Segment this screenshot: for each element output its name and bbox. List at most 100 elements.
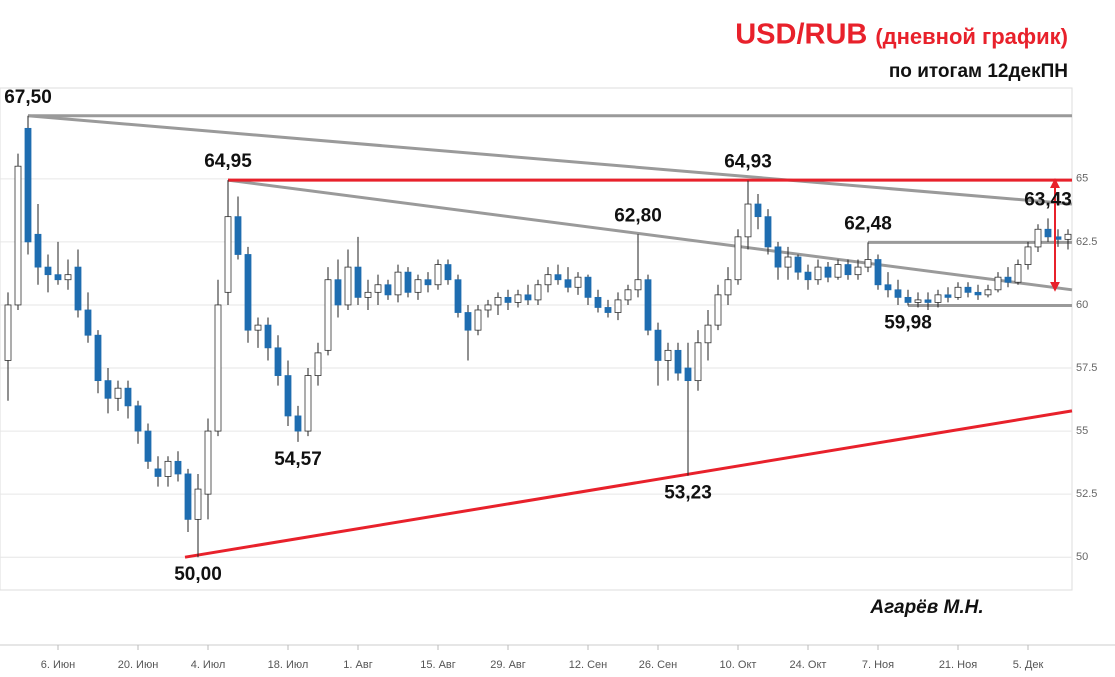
candle-body (104, 380, 112, 399)
candle-body (594, 296, 602, 308)
candle-body (14, 165, 22, 306)
candle-body (634, 279, 642, 291)
candle-body (34, 233, 42, 268)
y-tick-label: 62.5 (1076, 236, 1097, 248)
y-tick-label: 65 (1076, 173, 1088, 185)
candle-body (674, 349, 682, 374)
candle-body (484, 304, 492, 311)
candle-body (134, 405, 142, 432)
x-tick-label: 24. Окт (790, 659, 827, 671)
plot-area (0, 87, 1073, 591)
candle-body (664, 349, 672, 361)
y-tick-label: 60 (1076, 299, 1088, 311)
candle-body (84, 309, 92, 336)
candle-body (504, 296, 512, 303)
candle-body (1034, 228, 1042, 248)
x-tick-label: 1. Авг (343, 659, 372, 671)
x-tick-label: 10. Окт (720, 659, 757, 671)
candle-body (1044, 228, 1052, 238)
candle-body (544, 274, 552, 286)
candle-body (154, 468, 162, 477)
x-tick-label: 4. Июл (191, 659, 226, 671)
candle-body (354, 266, 362, 298)
candle-body (534, 284, 542, 301)
candle-body (54, 274, 62, 281)
chart-title-note: (дневной график) (875, 24, 1068, 49)
price-annotation: 67,50 (4, 87, 52, 108)
x-tick-label: 21. Ноя (939, 659, 977, 671)
candle-body (274, 347, 282, 376)
y-tick-label: 52.5 (1076, 488, 1097, 500)
candle-body (1004, 276, 1012, 283)
candle-body (734, 236, 742, 281)
chart-layer: 50 52.5 55 57.5 60 62.5 65 6. Июн 20. Июн 4. Июл 1… (0, 87, 1097, 671)
candle-body (294, 415, 302, 432)
candle-body (234, 216, 242, 255)
candle-body (954, 286, 962, 298)
x-tick-label: 5. Дек (1013, 659, 1044, 671)
candle-body (314, 352, 322, 376)
candle-body (384, 284, 392, 296)
price-annotation: 62,48 (844, 213, 892, 234)
candle-body (904, 296, 912, 303)
candle-body (704, 324, 712, 344)
candle-body (284, 375, 292, 417)
candle-body (554, 274, 562, 281)
trend-line (27, 114, 1073, 206)
candle-body (874, 259, 882, 286)
candle-body (804, 271, 812, 281)
candle-body (614, 299, 622, 313)
x-tick-label: 15. Авг (420, 659, 456, 671)
candle-body (814, 266, 822, 281)
candle-body (764, 216, 772, 248)
candle-body (1024, 246, 1032, 265)
candle-body (444, 264, 452, 281)
candle-body (174, 460, 182, 475)
candle-body (834, 264, 842, 278)
candle-body (824, 266, 832, 278)
candle-body (494, 296, 502, 306)
candle-body (684, 367, 692, 382)
candle-body (694, 342, 702, 382)
x-tick-label: 18. Июл (268, 659, 309, 671)
candle-body (754, 203, 762, 218)
candle-body (944, 294, 952, 298)
candle-body (124, 387, 132, 407)
candle-body (514, 294, 522, 303)
author: Агарёв М.Н. (869, 597, 983, 618)
price-annotation: 50,00 (174, 564, 222, 585)
candle-body (144, 430, 152, 462)
candle-body (914, 299, 922, 303)
trend-line (227, 178, 1073, 292)
candle-body (424, 279, 432, 286)
candle-body (864, 259, 872, 268)
candle-body (4, 304, 12, 361)
candle-body (964, 286, 972, 293)
candle-body (474, 309, 482, 331)
price-annotation: 59,98 (884, 312, 932, 333)
candle-body (74, 266, 82, 311)
candle-body (974, 291, 982, 296)
x-tick-label: 12. Сен (569, 659, 607, 671)
price-annotation: 64,93 (724, 152, 772, 173)
candle-body (524, 294, 532, 301)
candle-body (214, 304, 222, 432)
candle-body (44, 266, 52, 276)
candle-body (254, 324, 262, 331)
candle-body (404, 271, 412, 293)
candle-body (464, 312, 472, 331)
candle-body (604, 307, 612, 313)
candle-body (394, 271, 402, 296)
candle-body (24, 127, 32, 243)
candle-body (344, 266, 352, 306)
candle-body (184, 473, 192, 520)
candle-body (774, 246, 782, 268)
candle-body (414, 279, 422, 293)
candle-body (324, 279, 332, 351)
candle-body (784, 256, 792, 268)
y-tick-label: 57.5 (1076, 362, 1097, 374)
candle-body (934, 294, 942, 303)
price-annotation: 54,57 (274, 449, 322, 470)
x-tick-label: 20. Июн (118, 659, 159, 671)
